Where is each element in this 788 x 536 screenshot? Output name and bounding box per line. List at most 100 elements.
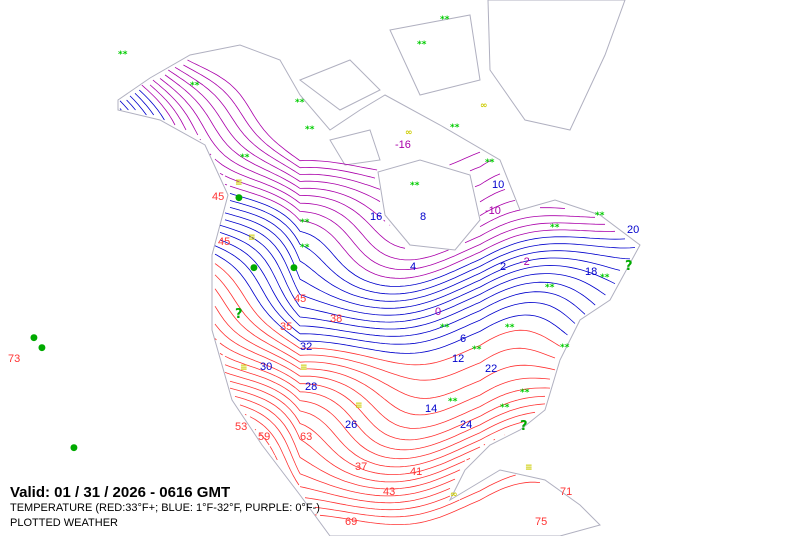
isotherm-81: [314, 481, 541, 525]
isotherm-24: [219, 239, 586, 337]
isotherm-60: [229, 380, 506, 475]
snow-symbol-icon: **: [417, 40, 427, 50]
rain-symbol-icon: ●: [38, 343, 46, 353]
contour-label: 35: [280, 321, 292, 333]
greenland-coastline: [487, 0, 626, 131]
contour-label: 12: [452, 353, 464, 365]
rain-symbol-icon: ●: [30, 333, 38, 343]
isotherm-54: [224, 364, 536, 460]
rain-symbol-icon: ●: [250, 263, 258, 273]
contour-label: 73: [8, 353, 20, 365]
rain-symbol-icon: ●: [70, 443, 78, 453]
contour-label: 71: [560, 486, 572, 498]
snow-symbol-icon: **: [300, 218, 310, 228]
isotherm--3: [149, 84, 605, 270]
isotherm-45: [214, 323, 551, 429]
contour-label: 24: [460, 419, 472, 431]
rain-symbol-icon: ●: [235, 193, 243, 203]
isotherm-9: [129, 95, 631, 302]
isotherm-3: [139, 89, 626, 287]
contour-label: -2: [520, 256, 530, 268]
contour-label: 45: [294, 293, 306, 305]
shower-symbol-icon: ?: [520, 419, 528, 434]
isotherm-15: [119, 100, 616, 316]
isotherm--21: [183, 64, 492, 179]
snow-symbol-icon: **: [448, 397, 458, 407]
arctic-island-coastline: [329, 129, 381, 166]
contour-label: 59: [258, 431, 270, 443]
contour-label: 53: [235, 421, 247, 433]
contour-label: 22: [485, 363, 497, 375]
isotherm-27: [214, 245, 576, 345]
hudson-bay-coastline: [377, 159, 481, 251]
snow-symbol-icon: **: [500, 403, 510, 413]
isotherm--12: [164, 74, 516, 226]
temperature-contours: [119, 59, 636, 525]
contour-label: 69: [345, 516, 357, 528]
isotherm-63: [229, 387, 471, 483]
contour-label: 38: [330, 313, 342, 325]
isotherm-51: [219, 353, 546, 451]
contour-label: 45: [212, 191, 224, 203]
snow-symbol-icon: **: [485, 158, 495, 168]
snow-symbol-icon: **: [295, 98, 305, 108]
isotherm-78: [314, 474, 516, 518]
isotherm-57: [224, 372, 526, 468]
isotherm-75: [254, 428, 451, 511]
isotherm--9: [159, 78, 566, 249]
snow-symbol-icon: **: [550, 223, 560, 233]
temperature-legend: TEMPERATURE (RED:33°F+; BLUE: 1°F-32°F, …: [10, 502, 320, 514]
arctic-island-coastline: [389, 14, 481, 96]
isotherm-33: [214, 263, 561, 366]
shower-symbol-icon: ?: [625, 259, 633, 274]
contour-label: 75: [535, 516, 547, 528]
snow-symbol-icon: **: [600, 273, 610, 283]
contour-label: 30: [260, 361, 272, 373]
isotherm-39: [214, 288, 556, 399]
fog-symbol-icon: ≡: [248, 233, 256, 243]
valid-time: Valid: 01 / 31 / 2026 - 0616 GMT: [10, 484, 231, 501]
isotherm-72: [244, 414, 451, 504]
contour-label: -16: [395, 139, 411, 151]
contour-label: 8: [420, 211, 426, 223]
isotherm--15: [168, 69, 506, 203]
contour-label: 28: [305, 381, 317, 393]
snow-symbol-icon: **: [472, 345, 482, 355]
contour-label: 4: [410, 261, 416, 273]
coastlines: [117, 0, 641, 536]
snow-symbol-icon: **: [505, 323, 515, 333]
plotted-weather-symbols: ** ** ** ** ** ** ** ** ** ** ** ** ** ** ** ** ** ** ** **…: [30, 15, 633, 500]
isotherm--24: [187, 59, 481, 171]
rain-symbol-icon: ●: [290, 263, 298, 273]
snow-symbol-icon: **: [520, 388, 530, 398]
isotherm-48: [214, 338, 546, 441]
snow-symbol-icon: **: [305, 125, 315, 135]
contour-label: 63: [300, 431, 312, 443]
contour-label: 14: [425, 403, 437, 415]
snow-symbol-icon: **: [410, 181, 420, 191]
isotherm-12: [126, 99, 621, 309]
isotherm--18: [174, 66, 501, 190]
contour-label: 45: [218, 236, 230, 248]
arctic-island-coastline: [298, 59, 381, 111]
isotherm-69: [239, 404, 456, 497]
snow-symbol-icon: **: [240, 153, 250, 163]
isotherm-0: [141, 84, 616, 279]
isotherm-30: [214, 253, 568, 354]
isotherm-18: [119, 108, 606, 323]
snow-symbol-icon: **: [440, 15, 450, 25]
haze-symbol-icon: ∞: [480, 101, 488, 111]
haze-symbol-icon: ∞: [405, 128, 413, 138]
map-legend: Valid: 01 / 31 / 2026 - 0616 GMT TEMPERA…: [10, 484, 320, 531]
fog-symbol-icon: ≡: [355, 401, 363, 411]
contour-label: 37: [355, 461, 367, 473]
isotherm-66: [234, 396, 461, 490]
contour-label: 18: [585, 266, 597, 278]
isotherm-6: [134, 93, 636, 295]
snow-symbol-icon: **: [190, 81, 200, 91]
fog-symbol-icon: ≡: [525, 463, 533, 473]
contour-label: 10: [492, 179, 504, 191]
snow-symbol-icon: **: [450, 123, 460, 133]
